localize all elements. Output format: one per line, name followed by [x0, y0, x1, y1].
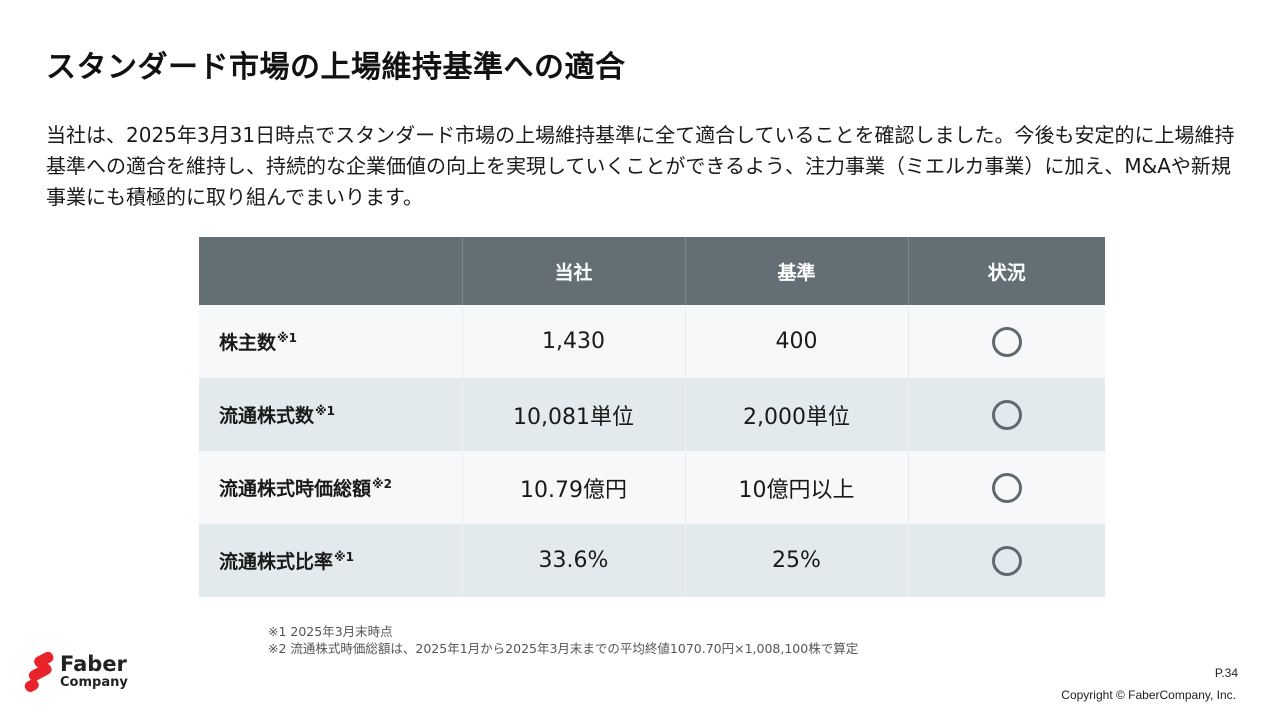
footnotes: ※1 2025年3月末時点 ※2 流通株式時価総額は、2025年1月から2025…	[268, 623, 858, 657]
status-cell	[907, 524, 1105, 597]
standard-value: 2,000単位	[684, 378, 908, 451]
logo-line-2: Company	[60, 675, 128, 690]
row-label: 流通株式数※1	[199, 378, 462, 451]
row-label: 流通株式時価総額※2	[199, 451, 462, 524]
row-label: 株主数※1	[199, 305, 462, 378]
circle-ok-icon	[991, 472, 1022, 503]
compliance-table: 当社 基準 状況 株主数※1 1,430 400 流通株式数※1 10,081単…	[199, 237, 1105, 597]
logo-wordmark: Faber Company	[60, 652, 128, 690]
company-value: 1,430	[461, 305, 685, 378]
row-label: 流通株式比率※1	[199, 524, 462, 597]
table-row: 流通株式数※1 10,081単位 2,000単位	[199, 378, 1105, 451]
footnote-1: ※1 2025年3月末時点	[268, 624, 393, 639]
circle-ok-icon	[991, 399, 1022, 430]
table-row: 流通株式比率※1 33.6% 25%	[199, 524, 1105, 597]
circle-ok-icon	[991, 545, 1022, 576]
copyright: Copyright © FaberCompany, Inc.	[1061, 688, 1236, 702]
table-row: 流通株式時価総額※2 10.79億円 10億円以上	[199, 451, 1105, 524]
status-cell	[907, 451, 1105, 524]
logo-line-1: Faber	[60, 652, 127, 676]
standard-value: 400	[684, 305, 908, 378]
header-blank	[199, 237, 462, 305]
circle-ok-icon	[991, 326, 1022, 357]
page-title: スタンダード市場の上場維持基準への適合	[46, 50, 626, 85]
intro-paragraph: 当社は、2025年3月31日時点でスタンダード市場の上場維持基準に全て適合してい…	[46, 123, 1235, 209]
footnote-mark: ※1	[334, 550, 355, 564]
footnote-mark: ※1	[315, 404, 336, 418]
header-standard: 基準	[684, 237, 908, 305]
faber-logo-icon	[24, 652, 54, 692]
status-cell	[907, 305, 1105, 378]
footnote-mark: ※1	[277, 331, 298, 345]
table-header-row: 当社 基準 状況	[199, 237, 1105, 305]
standard-value: 10億円以上	[684, 451, 908, 524]
table-row: 株主数※1 1,430 400	[199, 305, 1105, 378]
company-value: 33.6%	[461, 524, 685, 597]
status-cell	[907, 378, 1105, 451]
footnote-2: ※2 流通株式時価総額は、2025年1月から2025年3月末までの平均終値107…	[268, 641, 859, 656]
company-value: 10.79億円	[461, 451, 685, 524]
footnote-mark: ※2	[372, 477, 393, 491]
header-company: 当社	[461, 237, 685, 305]
header-status: 状況	[907, 237, 1105, 305]
standard-value: 25%	[684, 524, 908, 597]
company-value: 10,081単位	[461, 378, 685, 451]
page-number: P.34	[1214, 666, 1238, 680]
